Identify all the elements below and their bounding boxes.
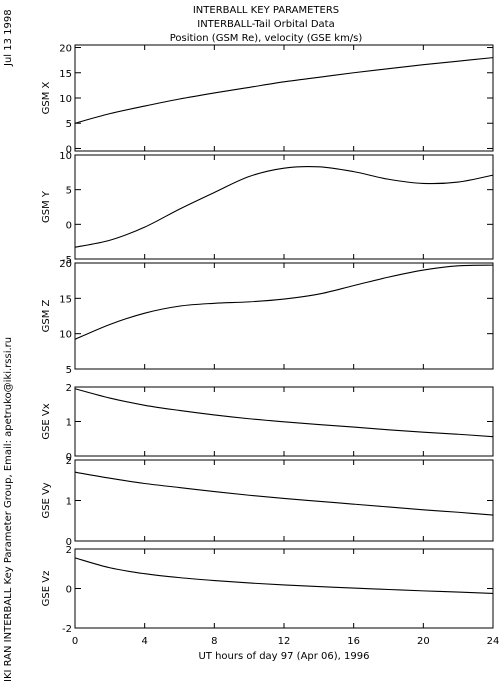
y-tick-label: 2 xyxy=(66,383,72,394)
y-axis-title: GSE Vy xyxy=(41,482,52,518)
y-tick-label: 10 xyxy=(59,151,72,162)
plot-date: Jul 13 1998 xyxy=(3,9,14,67)
y-tick-label: 2 xyxy=(66,545,72,556)
y-axis-title: GSM Z xyxy=(41,299,52,332)
y-tick-label: 20 xyxy=(59,44,72,55)
panel-5: 0 1 2 GSE Vy xyxy=(41,456,494,548)
series-line xyxy=(74,264,494,340)
x-tick-label: 24 xyxy=(487,636,500,647)
y-tick-label: 15 xyxy=(59,294,72,305)
y-tick-label: 0 xyxy=(66,452,72,463)
x-tick-label: 0 xyxy=(72,636,78,647)
x-tick-label: 12 xyxy=(278,636,291,647)
y-tick-label: 15 xyxy=(59,69,72,80)
y-tick-label: 0 xyxy=(66,144,72,155)
y-axis-title: GSE Vz xyxy=(41,571,52,607)
panel-2: -5 0 5 10 GSM Y xyxy=(41,151,494,266)
y-tick-label: 0 xyxy=(66,585,72,596)
title-line-2: INTERBALL-Tail Orbital Data xyxy=(197,19,334,30)
panel-3: 5 10 15 20 GSM Z xyxy=(41,259,494,376)
x-tick-label: 20 xyxy=(417,636,430,647)
series-line xyxy=(74,557,494,594)
y-tick-label: 5 xyxy=(66,186,72,197)
x-tick-label: 8 xyxy=(211,636,217,647)
y-tick-label: 1 xyxy=(66,418,72,429)
y-tick-label: -2 xyxy=(62,624,72,635)
y-tick-label: 1 xyxy=(66,497,72,508)
title-line-1: INTERBALL KEY PARAMETERS xyxy=(193,5,339,16)
y-tick-label: 5 xyxy=(66,365,72,376)
y-axis-title: GSM Y xyxy=(41,190,52,223)
y-axis-title: GSE Vx xyxy=(41,403,52,439)
panel-frame xyxy=(74,154,494,260)
series-line xyxy=(74,388,494,438)
series-line xyxy=(74,471,494,516)
y-tick-label: 5 xyxy=(66,119,72,130)
panel-1: 0 5 10 15 20 GSM X xyxy=(41,44,494,155)
y-tick-label: 10 xyxy=(59,330,72,341)
panel-4: 0 1 2 GSE Vx xyxy=(41,383,494,463)
y-tick-label: 0 xyxy=(66,537,72,548)
panel-frame xyxy=(74,548,494,629)
y-tick-label: 0 xyxy=(66,220,72,231)
x-axis-title: UT hours of day 97 (Apr 06), 1996 xyxy=(198,651,369,662)
panel-frame xyxy=(74,44,494,152)
panel-frame xyxy=(74,262,494,370)
title-line-3: Position (GSM Re), velocity (GSE km/s) xyxy=(170,33,363,44)
credit-line: IKI RAN INTERBALL Key Parameter Group, E… xyxy=(3,337,14,682)
panel-frame xyxy=(74,459,494,542)
x-tick-label: 4 xyxy=(141,636,147,647)
y-axis-title: GSM X xyxy=(41,81,52,114)
x-tick-label: 16 xyxy=(347,636,360,647)
series-line xyxy=(74,165,494,248)
series-line xyxy=(74,57,494,124)
y-tick-label: 2 xyxy=(66,456,72,467)
y-tick-label: 10 xyxy=(59,94,72,105)
y-tick-label: -5 xyxy=(62,255,72,266)
y-tick-label: 20 xyxy=(59,259,72,270)
